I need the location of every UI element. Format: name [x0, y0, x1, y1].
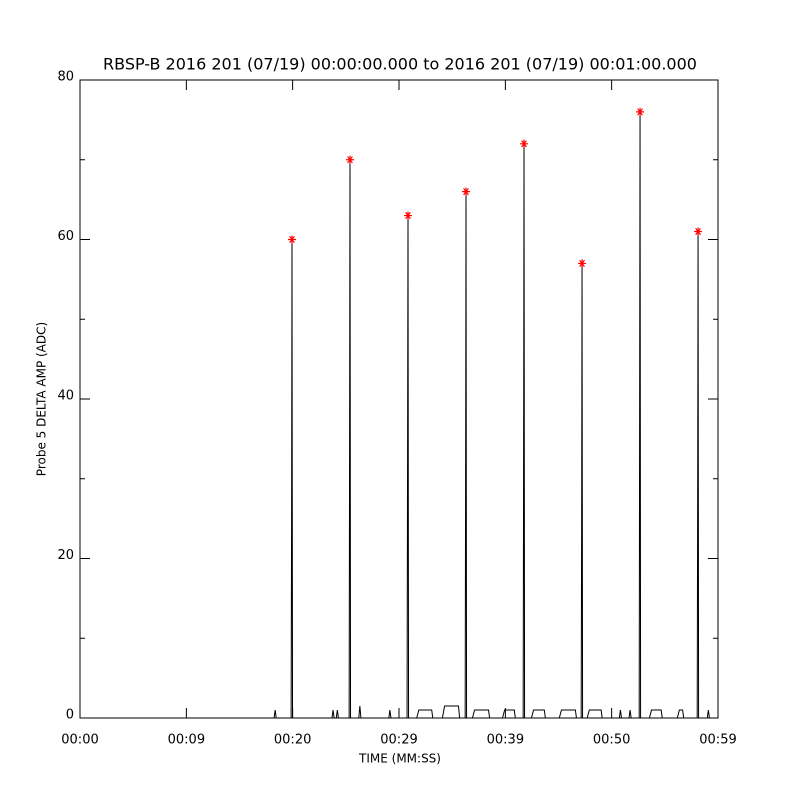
peak-marker: [694, 227, 703, 236]
data-line: [80, 111, 718, 719]
chart-title: RBSP-B 2016 201 (07/19) 00:00:00.000 to …: [103, 55, 697, 74]
x-tick-label: 00:29: [380, 733, 417, 748]
peak-marker: [287, 235, 296, 244]
x-tick-label: 00:00: [61, 733, 98, 748]
x-tick-label: 00:20: [274, 733, 311, 748]
peak-marker: [578, 259, 587, 268]
x-tick-label: 00:59: [699, 733, 736, 748]
y-tick-label: 60: [57, 229, 74, 244]
peak-marker: [345, 155, 354, 164]
y-tick-label: 80: [57, 70, 74, 85]
y-tick-label: 0: [66, 708, 74, 723]
peak-marker: [520, 139, 529, 148]
x-tick-label: 00:09: [168, 733, 205, 748]
x-axis-label: TIME (MM:SS): [358, 752, 441, 766]
peak-marker: [404, 211, 413, 220]
x-tick-label: 00:39: [487, 733, 524, 748]
peak-marker: [636, 107, 645, 116]
x-tick-label: 00:50: [593, 733, 630, 748]
peak-marker: [462, 187, 471, 196]
y-axis-label: Probe 5 DELTA AMP (ADC): [35, 322, 49, 476]
y-tick-label: 20: [57, 548, 74, 563]
y-tick-label: 40: [57, 389, 74, 404]
